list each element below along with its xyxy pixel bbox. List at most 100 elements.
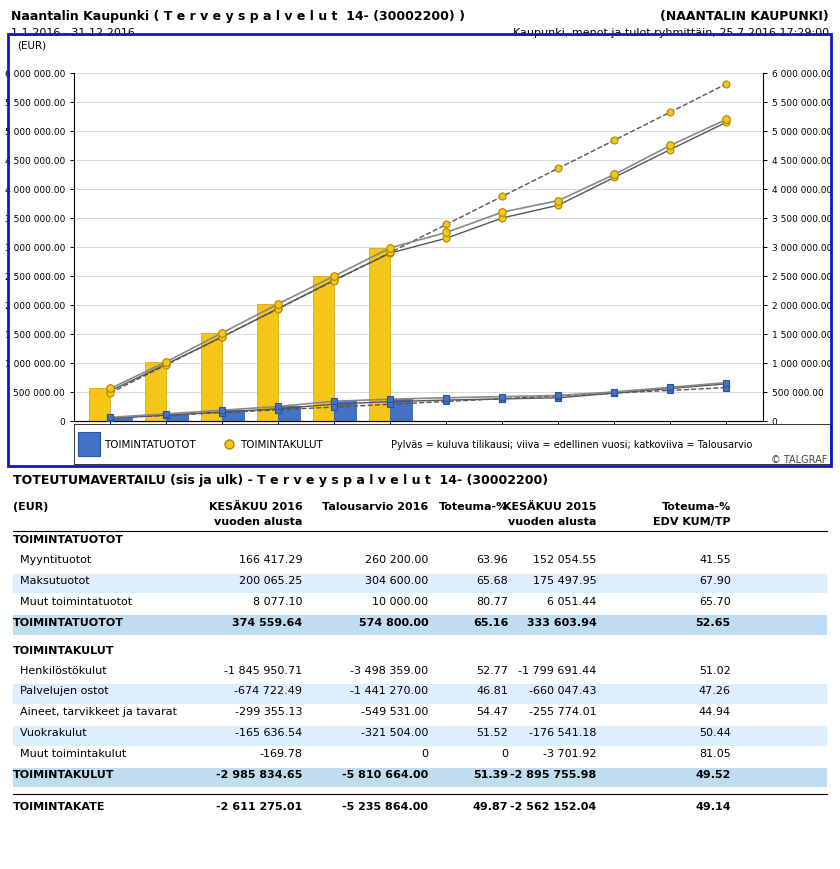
Bar: [110, 418, 132, 421]
Text: 0: 0: [422, 748, 428, 758]
Bar: [89, 389, 110, 421]
Text: Vuokrakulut: Vuokrakulut: [13, 727, 87, 737]
Text: Muut toimintatuotot: Muut toimintatuotot: [13, 596, 132, 606]
Text: vuoden alusta: vuoden alusta: [214, 516, 302, 526]
Text: EDV KUM/TP: EDV KUM/TP: [654, 516, 731, 526]
Text: 81.05: 81.05: [699, 748, 731, 758]
Text: 574 800.00: 574 800.00: [359, 617, 428, 627]
Text: TOIMINTATUOTOT: TOIMINTATUOTOT: [13, 534, 123, 544]
Text: -299 355.13: -299 355.13: [235, 706, 302, 716]
Text: 49.87: 49.87: [473, 801, 508, 812]
Text: 67.90: 67.90: [699, 575, 731, 585]
Text: 63.96: 63.96: [476, 554, 508, 564]
Text: 51.02: 51.02: [699, 665, 731, 674]
Text: (EUR): (EUR): [13, 501, 48, 511]
Text: TOIMINTATUOTOT: TOIMINTATUOTOT: [104, 440, 196, 450]
Text: 6 051.44: 6 051.44: [547, 596, 596, 606]
Text: 50.44: 50.44: [699, 727, 731, 737]
Text: 10 000.00: 10 000.00: [372, 596, 428, 606]
Text: Toteuma-%: Toteuma-%: [439, 501, 508, 511]
Text: TOTEUTUMAVERTAILU (sis ja ulk) - T e r v e y s p a l v e l u t  14- (30002200): TOTEUTUMAVERTAILU (sis ja ulk) - T e r v…: [13, 474, 548, 487]
Text: -321 504.00: -321 504.00: [361, 727, 428, 737]
Text: -1 799 691.44: -1 799 691.44: [518, 665, 596, 674]
Text: 1.1.2016 - 31.12.2016: 1.1.2016 - 31.12.2016: [11, 28, 134, 37]
Text: -255 774.01: -255 774.01: [528, 706, 596, 716]
Text: TOIMINTATUOTOT: TOIMINTATUOTOT: [13, 617, 123, 627]
Text: 166 417.29: 166 417.29: [239, 554, 302, 564]
Text: Muut toimintakulut: Muut toimintakulut: [13, 748, 126, 758]
Text: -660 047.43: -660 047.43: [529, 686, 596, 695]
Text: © TALGRAF: © TALGRAF: [771, 455, 827, 465]
Text: -2 611 275.01: -2 611 275.01: [216, 801, 302, 812]
Text: 52.77: 52.77: [476, 665, 508, 674]
Text: (EUR): (EUR): [17, 41, 46, 50]
Text: 44.94: 44.94: [699, 706, 731, 716]
Text: TOIMINTAKULUT: TOIMINTAKULUT: [240, 440, 323, 450]
Text: -2 562 152.04: -2 562 152.04: [510, 801, 596, 812]
Text: -5 810 664.00: -5 810 664.00: [342, 769, 428, 779]
Text: 260 200.00: 260 200.00: [365, 554, 428, 564]
Text: TOIMINTAKULUT: TOIMINTAKULUT: [13, 645, 114, 655]
Text: 65.68: 65.68: [476, 575, 508, 585]
Bar: [166, 415, 187, 421]
Text: Pylväs = kuluva tilikausi; viiva = edellinen vuosi; katkoviiva = Talousarvio: Pylväs = kuluva tilikausi; viiva = edell…: [391, 440, 753, 450]
Text: KESÄKUU 2016: KESÄKUU 2016: [208, 501, 302, 512]
Text: -2 985 834.65: -2 985 834.65: [216, 769, 302, 779]
Bar: [145, 362, 166, 421]
Text: Aineet, tarvikkeet ja tavarat: Aineet, tarvikkeet ja tavarat: [13, 706, 176, 716]
Text: -1 845 950.71: -1 845 950.71: [224, 665, 302, 674]
Text: -674 722.49: -674 722.49: [234, 686, 302, 695]
Text: 333 603.94: 333 603.94: [527, 617, 596, 627]
Bar: [369, 249, 391, 421]
Text: -3 498 359.00: -3 498 359.00: [350, 665, 428, 674]
Text: 175 497.95: 175 497.95: [533, 575, 596, 585]
Text: -176 541.18: -176 541.18: [529, 727, 596, 737]
Text: Maksutuotot: Maksutuotot: [13, 575, 89, 585]
Text: -1 441 270.00: -1 441 270.00: [350, 686, 428, 695]
Text: 51.39: 51.39: [473, 769, 508, 779]
Text: Naantalin Kaupunki ( T e r v e y s p a l v e l u t  14- (30002200) ): Naantalin Kaupunki ( T e r v e y s p a l…: [11, 10, 465, 23]
Text: Palvelujen ostot: Palvelujen ostot: [13, 686, 108, 695]
Bar: [257, 304, 278, 421]
Text: 304 600.00: 304 600.00: [365, 575, 428, 585]
Text: 65.70: 65.70: [699, 596, 731, 606]
Text: Talousarvio 2016: Talousarvio 2016: [323, 501, 428, 511]
Text: -2 895 755.98: -2 895 755.98: [510, 769, 596, 779]
Text: 65.16: 65.16: [473, 617, 508, 627]
Text: -165 636.54: -165 636.54: [235, 727, 302, 737]
Text: Henkilöstökulut: Henkilöstökulut: [13, 665, 106, 674]
Text: -3 701.92: -3 701.92: [543, 748, 596, 758]
Text: 152 054.55: 152 054.55: [533, 554, 596, 564]
Bar: [391, 400, 412, 421]
Bar: [334, 401, 355, 421]
Text: Toteuma-%: Toteuma-%: [662, 501, 731, 511]
Text: Kaupunki, menot ja tulot ryhmittäin, 25.7.2016 17:29:00: Kaupunki, menot ja tulot ryhmittäin, 25.…: [513, 28, 829, 37]
Text: 49.52: 49.52: [696, 769, 731, 779]
Text: -5 235 864.00: -5 235 864.00: [343, 801, 428, 812]
Text: (NAANTALIN KAUPUNKI): (NAANTALIN KAUPUNKI): [660, 10, 829, 23]
Bar: [278, 407, 300, 421]
Text: 374 559.64: 374 559.64: [232, 617, 302, 627]
Text: vuoden alusta: vuoden alusta: [508, 516, 596, 526]
Text: 8 077.10: 8 077.10: [253, 596, 302, 606]
Bar: [223, 411, 244, 421]
Text: KESÄKUU 2015: KESÄKUU 2015: [503, 501, 596, 512]
Text: 41.55: 41.55: [699, 554, 731, 564]
Text: 54.47: 54.47: [476, 706, 508, 716]
Text: TOIMINTAKULUT: TOIMINTAKULUT: [13, 769, 114, 779]
Text: 51.52: 51.52: [476, 727, 508, 737]
Text: 49.14: 49.14: [696, 801, 731, 812]
Text: 200 065.25: 200 065.25: [239, 575, 302, 585]
Text: 80.77: 80.77: [476, 596, 508, 606]
Text: 47.26: 47.26: [699, 686, 731, 695]
Bar: [201, 334, 223, 421]
Text: -169.78: -169.78: [260, 748, 302, 758]
Text: Myyntituotot: Myyntituotot: [13, 554, 91, 564]
Text: 52.65: 52.65: [696, 617, 731, 627]
Bar: [313, 276, 334, 421]
Bar: [78, 433, 101, 457]
Text: 46.81: 46.81: [476, 686, 508, 695]
Text: -549 531.00: -549 531.00: [361, 706, 428, 716]
Text: 0: 0: [501, 748, 508, 758]
Text: TOIMINTAKATE: TOIMINTAKATE: [13, 801, 105, 812]
